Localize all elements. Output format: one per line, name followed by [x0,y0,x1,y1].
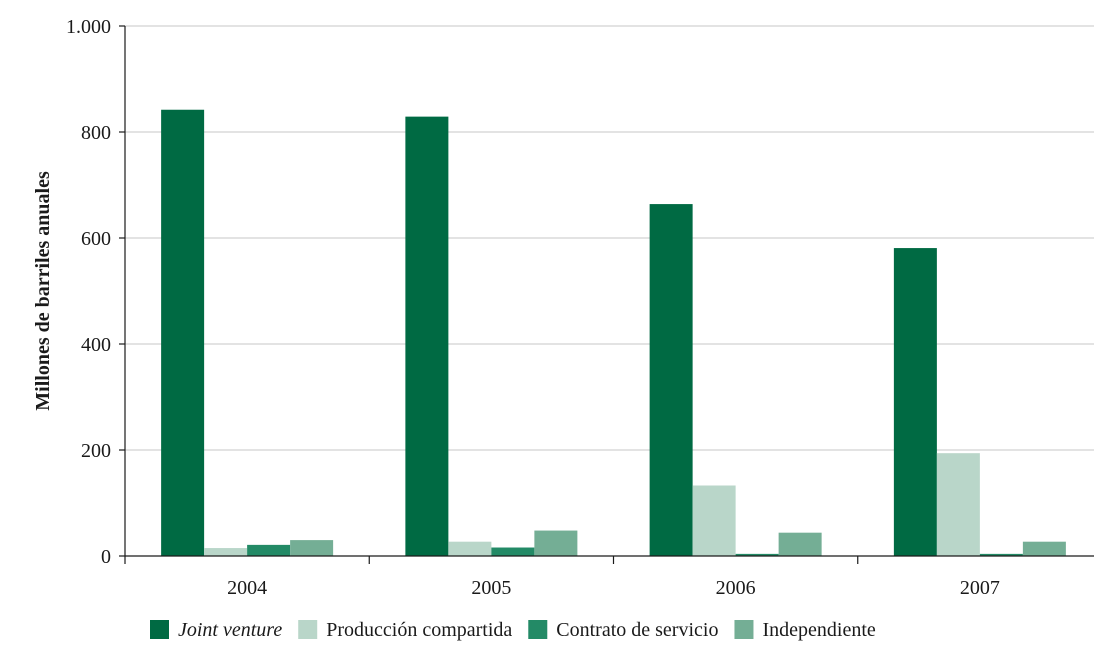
bar [649,204,693,556]
legend-swatch [734,620,754,639]
bar [936,453,980,556]
bar [1022,541,1066,556]
bar [405,116,449,556]
bar [204,548,248,556]
bar [979,553,1023,556]
bar [778,532,822,556]
legend: Joint venture Producción compartida Contra… [150,619,876,641]
gridlines [125,25,1094,451]
y-tick-labels: 0 200 400 600 800 1.000 [66,16,125,568]
bar [692,485,736,556]
legend-swatch [298,620,318,639]
bar [290,540,334,556]
bar [247,544,291,556]
legend-swatch [528,620,548,639]
y-tick-label: 200 [81,440,111,462]
y-tick-label: 800 [81,122,111,144]
x-tick-labels: 2004 2005 2006 2007 [124,556,1000,599]
y-axis-title: Millones de barriles anuales [32,171,54,411]
legend-label: Joint venture [178,619,282,641]
y-tick-label: 400 [81,334,111,356]
bars [161,109,1066,557]
bar [735,553,779,556]
x-tick-label: 2006 [716,577,756,599]
legend-label: Independiente [762,619,875,641]
y-tick-label: 0 [101,546,111,568]
legend-swatch [150,620,169,639]
legend-label: Contrato de servicio [556,619,718,641]
bar [161,109,205,557]
y-tick-label: 1.000 [66,16,111,38]
bar [893,248,937,556]
bar [491,547,535,556]
legend-label: Producción compartida [326,619,512,641]
x-tick-label: 2005 [471,577,511,599]
x-tick-label: 2004 [227,577,267,599]
bar [448,541,492,556]
bar [534,530,578,556]
x-tick-label: 2007 [960,577,1000,599]
y-tick-label: 600 [81,228,111,250]
